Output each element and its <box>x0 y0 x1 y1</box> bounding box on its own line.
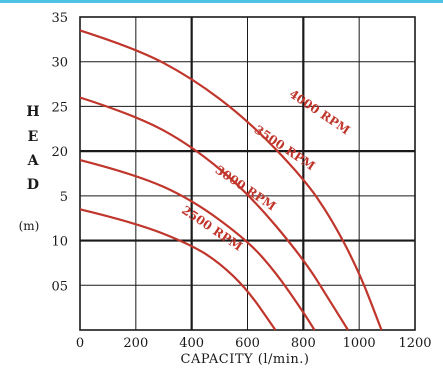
y-axis-unit: (m) <box>19 219 40 233</box>
series-label: 4000 RPM <box>287 87 353 138</box>
grid <box>79 16 416 331</box>
y-tick-label: 30 <box>51 56 68 71</box>
y-tick-label: 10 <box>51 235 68 250</box>
x-tick-label: 800 <box>291 336 316 351</box>
series-label: 3000 RPM <box>213 163 279 214</box>
x-tick-label: 0 <box>76 336 84 351</box>
series-label: 3500 RPM <box>252 122 318 173</box>
curves <box>79 29 383 331</box>
x-tick-label: 1200 <box>398 336 431 351</box>
series-line <box>79 29 383 331</box>
y-tick-labels: 05 10 5 20 25 30 35 <box>51 11 68 294</box>
y-axis-label-letter: A <box>27 153 40 169</box>
y-tick-label: 5 <box>60 190 68 205</box>
series-line <box>79 96 349 331</box>
y-tick-label: 05 <box>51 279 68 294</box>
x-tick-label: 200 <box>123 336 148 351</box>
y-axis-label-letter: E <box>28 129 39 145</box>
series-line <box>79 159 316 331</box>
x-axis-label: CAPACITY (l/min.) <box>181 352 310 367</box>
plot-frame <box>79 16 416 331</box>
x-tick-label: 600 <box>235 336 260 351</box>
x-tick-label: 400 <box>179 336 204 351</box>
y-tick-label: 35 <box>51 11 68 26</box>
series-line <box>79 208 277 331</box>
y-tick-label: 25 <box>51 100 68 115</box>
y-axis-label-letter: H <box>26 104 39 120</box>
x-tick-label: 1000 <box>343 336 376 351</box>
y-tick-label: 20 <box>51 145 68 160</box>
top-rule <box>0 0 443 3</box>
x-tick-labels: 0 200 400 600 800 1000 1200 <box>76 336 432 351</box>
y-axis-label-letter: D <box>27 177 39 193</box>
